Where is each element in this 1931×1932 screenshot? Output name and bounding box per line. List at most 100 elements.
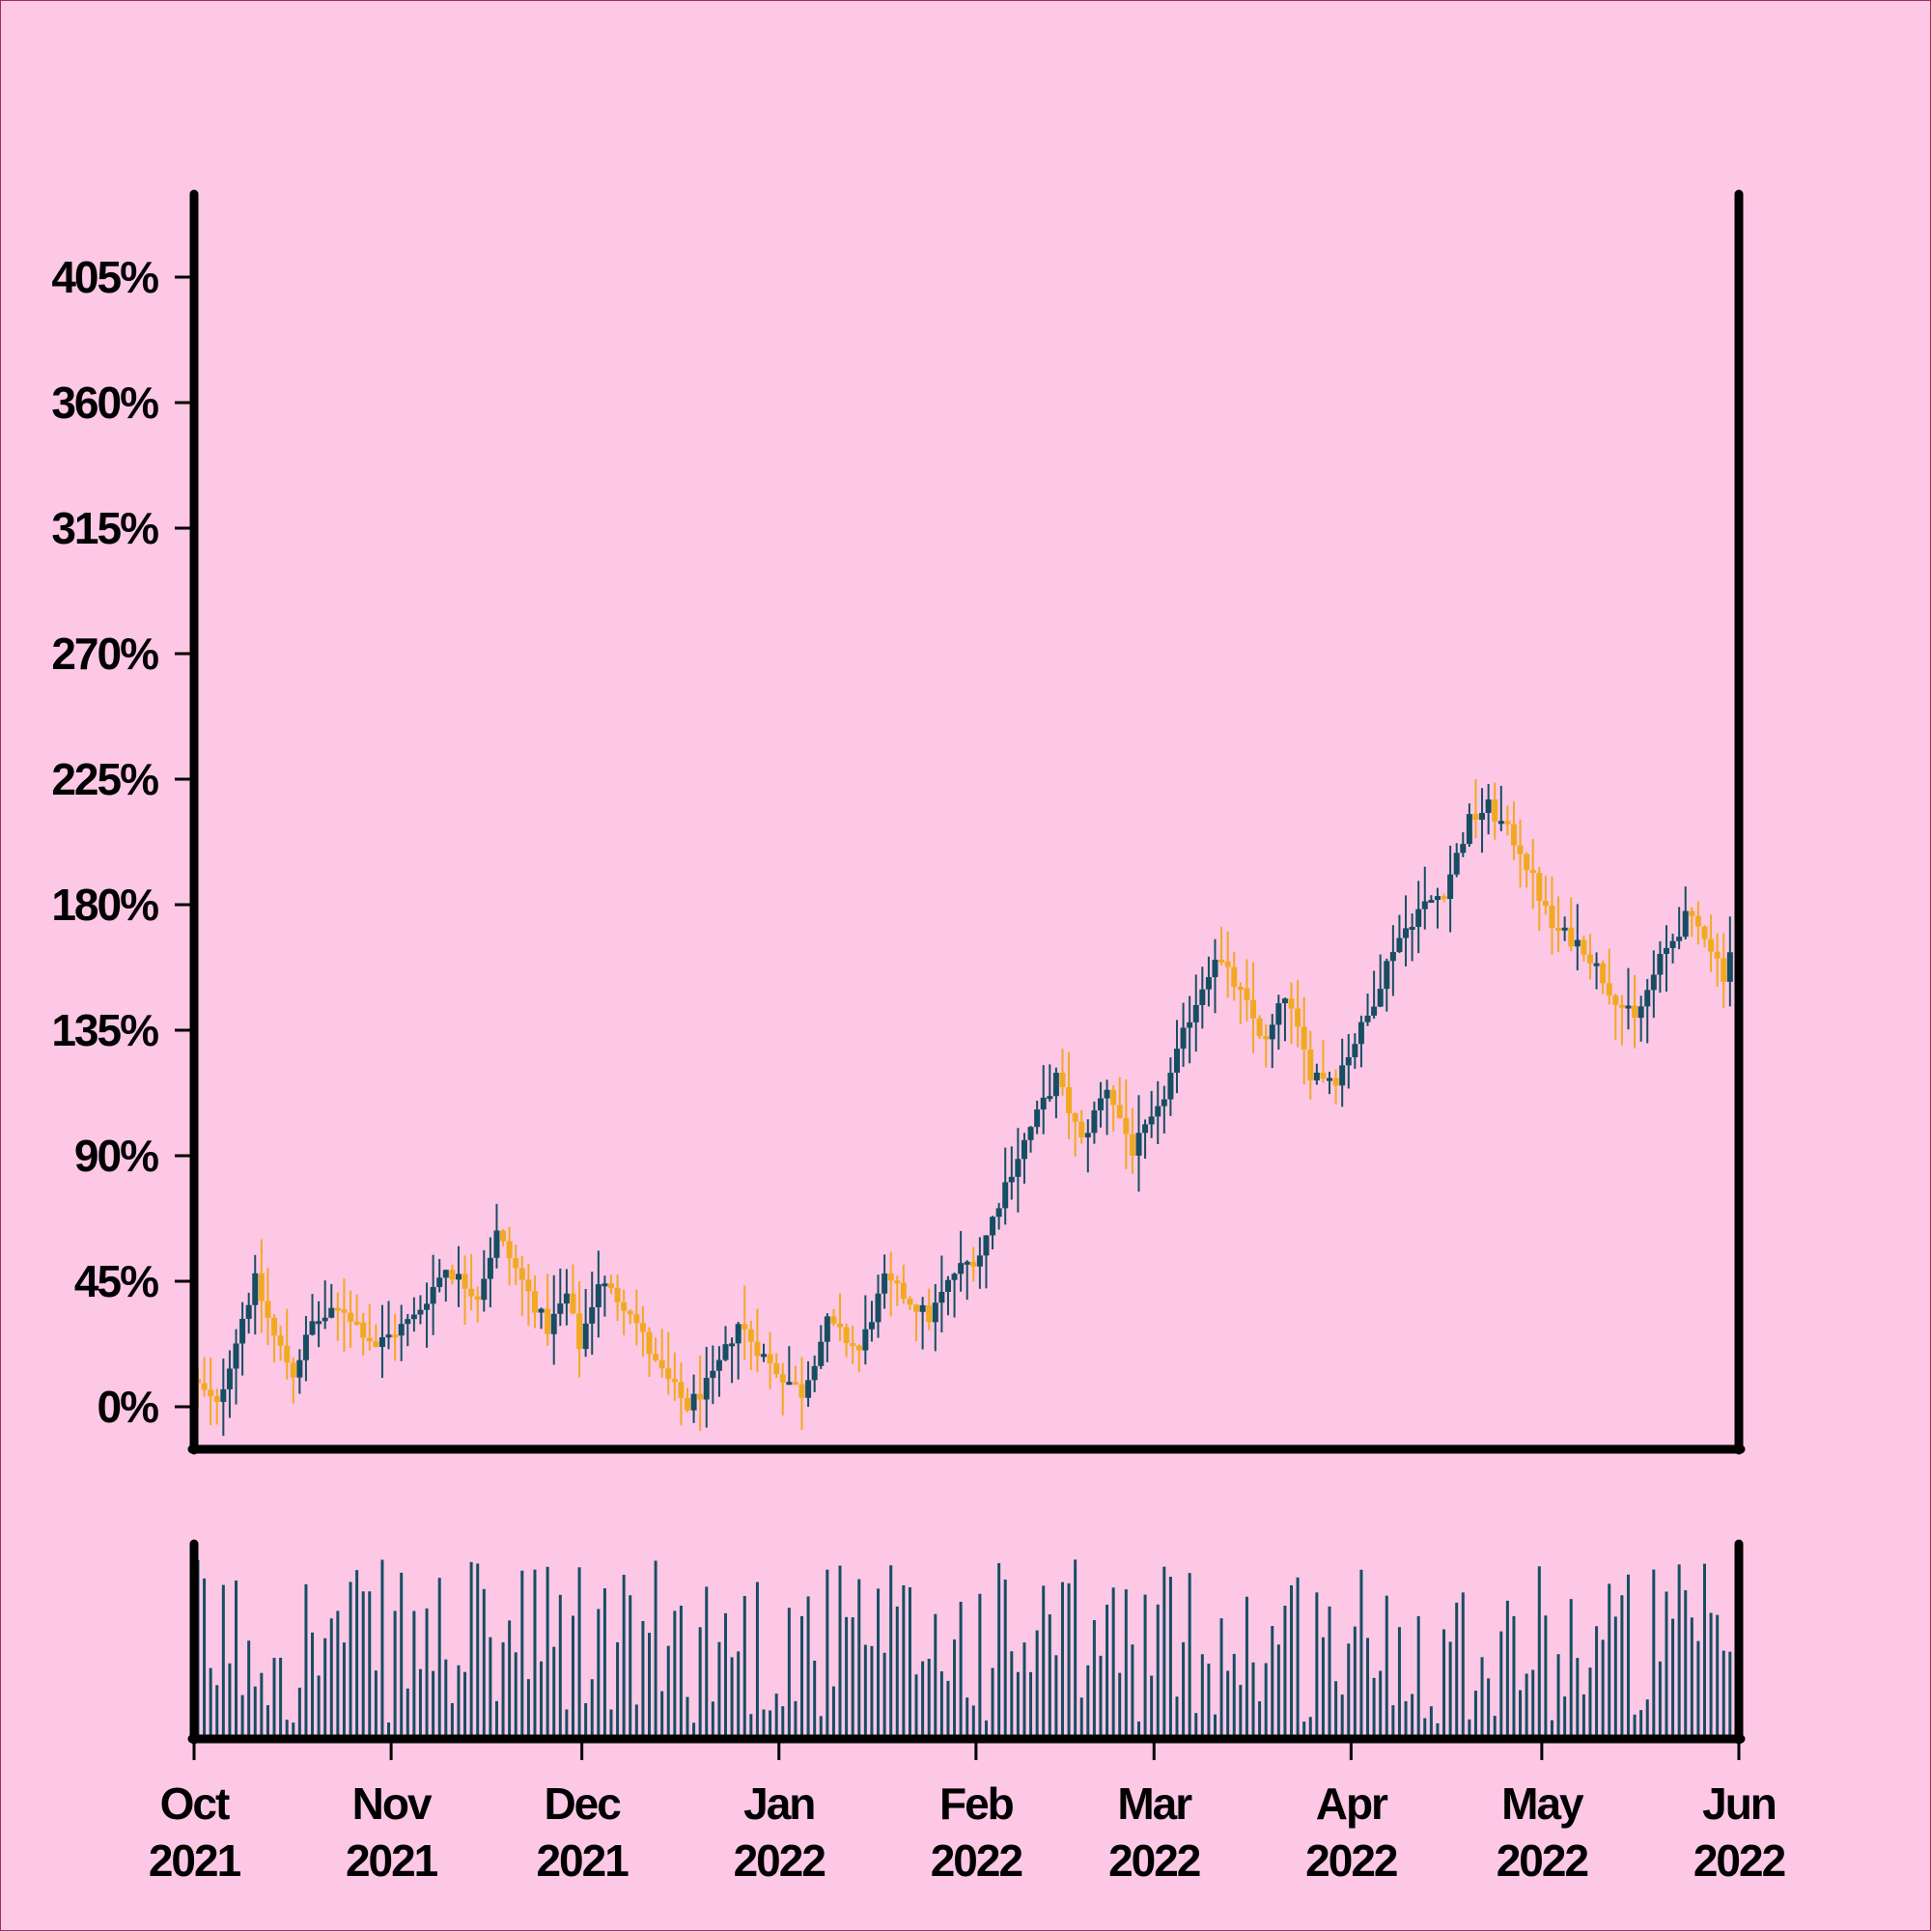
candle-body xyxy=(1600,963,1607,984)
y-tick-label: 135% xyxy=(51,1005,158,1055)
volume-bar xyxy=(749,1714,753,1735)
volume-bar xyxy=(577,1567,581,1735)
volume-bar xyxy=(1658,1661,1662,1735)
candle-body xyxy=(761,1354,768,1358)
candle-body xyxy=(818,1341,825,1366)
volume-bar xyxy=(1092,1620,1096,1735)
candle-body xyxy=(1295,1008,1301,1027)
x-tick-month: Nov xyxy=(352,1778,433,1829)
y-tick-label: 45% xyxy=(74,1256,158,1306)
candle-body xyxy=(1574,939,1581,947)
volume-bar xyxy=(806,1596,810,1735)
candle-body xyxy=(684,1397,690,1411)
candle-body xyxy=(715,1359,722,1371)
candle-body xyxy=(398,1324,405,1336)
candle-body xyxy=(1632,1005,1638,1019)
volume-bar xyxy=(1537,1566,1541,1735)
volume-bar xyxy=(1639,1710,1643,1735)
candle-body xyxy=(1052,1073,1059,1097)
volume-bar xyxy=(1048,1614,1051,1735)
candle-body xyxy=(1008,1176,1015,1183)
candle-body xyxy=(970,1261,977,1267)
volume-bar xyxy=(482,1588,486,1735)
volume-bar xyxy=(939,1671,943,1735)
candle-body xyxy=(455,1274,462,1280)
volume-bar xyxy=(1003,1579,1007,1735)
volume-bar xyxy=(215,1685,219,1735)
volume-bar xyxy=(1652,1569,1656,1735)
candle-body xyxy=(602,1283,608,1287)
candle-body xyxy=(1091,1110,1098,1134)
candle-body xyxy=(277,1335,284,1346)
candle-body xyxy=(1581,939,1587,955)
volume-bar xyxy=(1283,1606,1287,1735)
volume-bar xyxy=(1111,1587,1115,1735)
candle-body xyxy=(1313,1072,1320,1080)
candle-body xyxy=(1542,901,1549,907)
candle-body xyxy=(627,1310,633,1315)
volume-bar xyxy=(742,1595,746,1735)
x-tick-month: Oct xyxy=(160,1778,230,1829)
candle-body xyxy=(976,1255,983,1267)
volume-bar xyxy=(590,1679,594,1735)
volume-bar xyxy=(602,1588,606,1735)
volume-bar xyxy=(1442,1629,1446,1735)
volume-bar xyxy=(400,1572,404,1735)
candle-body xyxy=(1275,1003,1282,1025)
volume-bar xyxy=(508,1620,512,1735)
volume-bar xyxy=(1696,1640,1700,1735)
volume-bar xyxy=(432,1670,435,1735)
volume-bar xyxy=(279,1657,283,1735)
volume-bar xyxy=(1556,1654,1560,1735)
volume-bar xyxy=(629,1595,632,1735)
volume-bar xyxy=(336,1610,340,1735)
candle-body xyxy=(1180,1027,1187,1050)
candle-body xyxy=(1002,1182,1009,1209)
candle-body xyxy=(258,1273,265,1302)
volume-bar xyxy=(1042,1585,1046,1735)
volume-bar xyxy=(1334,1681,1338,1735)
volume-bar xyxy=(1156,1604,1160,1735)
volume-bar xyxy=(1150,1675,1154,1735)
volume-bar xyxy=(342,1642,346,1735)
candle-body xyxy=(798,1384,805,1398)
volume-bar xyxy=(1251,1662,1255,1735)
volume-bar xyxy=(1429,1706,1433,1735)
candle-body xyxy=(506,1241,513,1259)
volume-bar xyxy=(1054,1655,1058,1735)
candle-body xyxy=(1021,1139,1027,1160)
candle-body xyxy=(348,1312,354,1322)
candle-body xyxy=(1281,998,1288,1004)
candle-body xyxy=(710,1370,716,1379)
candle-body xyxy=(589,1306,596,1324)
volume-bar xyxy=(755,1582,759,1735)
volume-bar xyxy=(368,1591,372,1735)
candle-body xyxy=(468,1288,475,1297)
volume-bar xyxy=(991,1667,994,1735)
candle-body xyxy=(1676,937,1683,941)
candle-body xyxy=(1263,1035,1270,1040)
volume-bar xyxy=(247,1640,251,1735)
candle-body xyxy=(722,1344,729,1360)
candle-body xyxy=(1161,1099,1167,1106)
candle-body xyxy=(1040,1097,1047,1110)
volume-bar xyxy=(1702,1563,1706,1735)
candle-body xyxy=(938,1292,945,1303)
candle-body xyxy=(373,1341,379,1348)
candle-body xyxy=(271,1317,278,1336)
candle-body xyxy=(671,1379,678,1383)
candle-body xyxy=(1237,987,1244,991)
y-axis-ticks: 0% 45% 90% 135% 180% 225% 270% 315% 360% 405% xyxy=(51,252,190,1432)
volume-bar xyxy=(514,1652,518,1735)
volume-bar xyxy=(297,1687,301,1735)
candle-body xyxy=(595,1284,602,1307)
candle-body xyxy=(1453,853,1460,875)
volume-bar xyxy=(616,1641,620,1735)
volume-bar xyxy=(1519,1690,1523,1735)
y-tick-label: 270% xyxy=(51,629,158,679)
volume-bar xyxy=(1010,1651,1014,1735)
volume-bar xyxy=(692,1722,696,1735)
volume-bar xyxy=(1671,1618,1675,1735)
volume-bar xyxy=(1493,1716,1497,1735)
candle-body xyxy=(462,1274,468,1289)
